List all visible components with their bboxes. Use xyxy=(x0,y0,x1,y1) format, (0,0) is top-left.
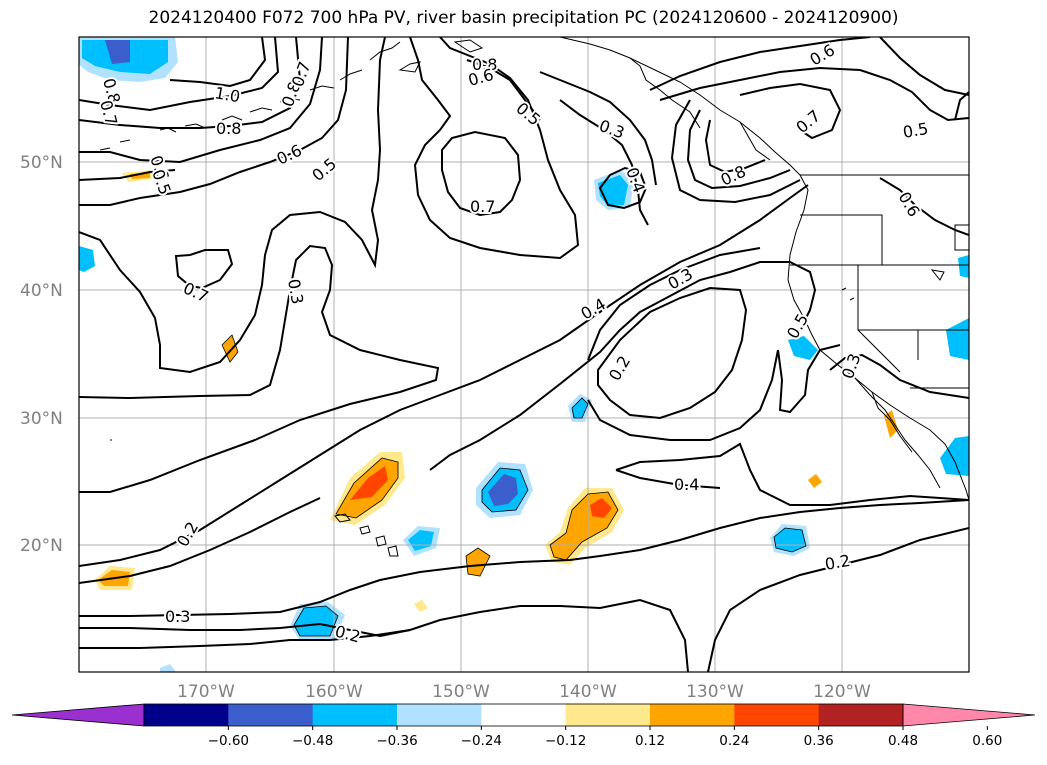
lat-label: 30°N xyxy=(20,409,63,429)
pv-contours xyxy=(79,37,969,672)
contour-label: 0.7 xyxy=(470,197,495,216)
colorbar-segment xyxy=(734,704,820,726)
colorbar-segment xyxy=(312,704,398,726)
colorbar-tick-label: 0.48 xyxy=(888,733,918,749)
lat-label: 20°N xyxy=(20,536,63,556)
colorbar-segment xyxy=(397,704,482,726)
colorbar-tick-label: −0.60 xyxy=(208,733,249,749)
colorbar-tick-label: −0.48 xyxy=(292,733,333,749)
colorbar-segment xyxy=(144,704,229,726)
colorbar-segment xyxy=(481,704,567,726)
contour-label: 0.8 xyxy=(472,55,497,74)
plot-title: 2024120400 F072 700 hPa PV, river basin … xyxy=(148,8,899,28)
shading-outlines xyxy=(221,334,807,637)
colorbar-outline xyxy=(143,703,904,727)
colorbar-tick-label: −0.12 xyxy=(545,733,586,749)
lat-label: 50°N xyxy=(20,153,63,173)
contour-label: 0.3 xyxy=(165,607,190,626)
colorbar-tick-label: 0.36 xyxy=(804,733,834,749)
lon-label: 170°W xyxy=(177,682,235,702)
lat-labels: 50°N 40°N 30°N 20°N xyxy=(20,153,63,556)
lon-label: 140°W xyxy=(559,682,617,702)
colorbar-extend-min xyxy=(11,703,145,727)
contour-label: 0.4 xyxy=(674,475,699,494)
colorbar-tick-label: −0.24 xyxy=(461,733,502,749)
lon-label: 130°W xyxy=(686,682,744,702)
colorbar-segment xyxy=(818,704,904,726)
lat-label: 40°N xyxy=(20,281,63,301)
map-gridlines xyxy=(79,37,969,672)
colorbar-segment xyxy=(565,704,651,726)
colorbar-tick-label: 0.60 xyxy=(972,733,1002,749)
contour-label: 0.8 xyxy=(216,119,241,138)
colorbar-extend-max xyxy=(902,703,1036,727)
map-frame xyxy=(78,36,970,673)
lon-label: 120°W xyxy=(813,682,871,702)
colorbar-tick-label: 0.12 xyxy=(635,733,665,749)
colorbar: −0.60 −0.48 −0.36 −0.24 −0.12 0.12 0.24 0.36 0.4… xyxy=(11,703,1036,749)
colorbar-segment xyxy=(228,704,314,726)
lon-labels: 170°W 160°W 150°W 140°W 130°W 120°W xyxy=(177,682,871,702)
colorbar-tick-label: 0.24 xyxy=(719,733,749,749)
map-panel xyxy=(79,37,969,672)
lon-label: 150°W xyxy=(432,682,490,702)
colorbar-segment xyxy=(650,704,735,726)
lon-label: 160°W xyxy=(305,682,363,702)
colorbar-tick-label: −0.36 xyxy=(376,733,417,749)
